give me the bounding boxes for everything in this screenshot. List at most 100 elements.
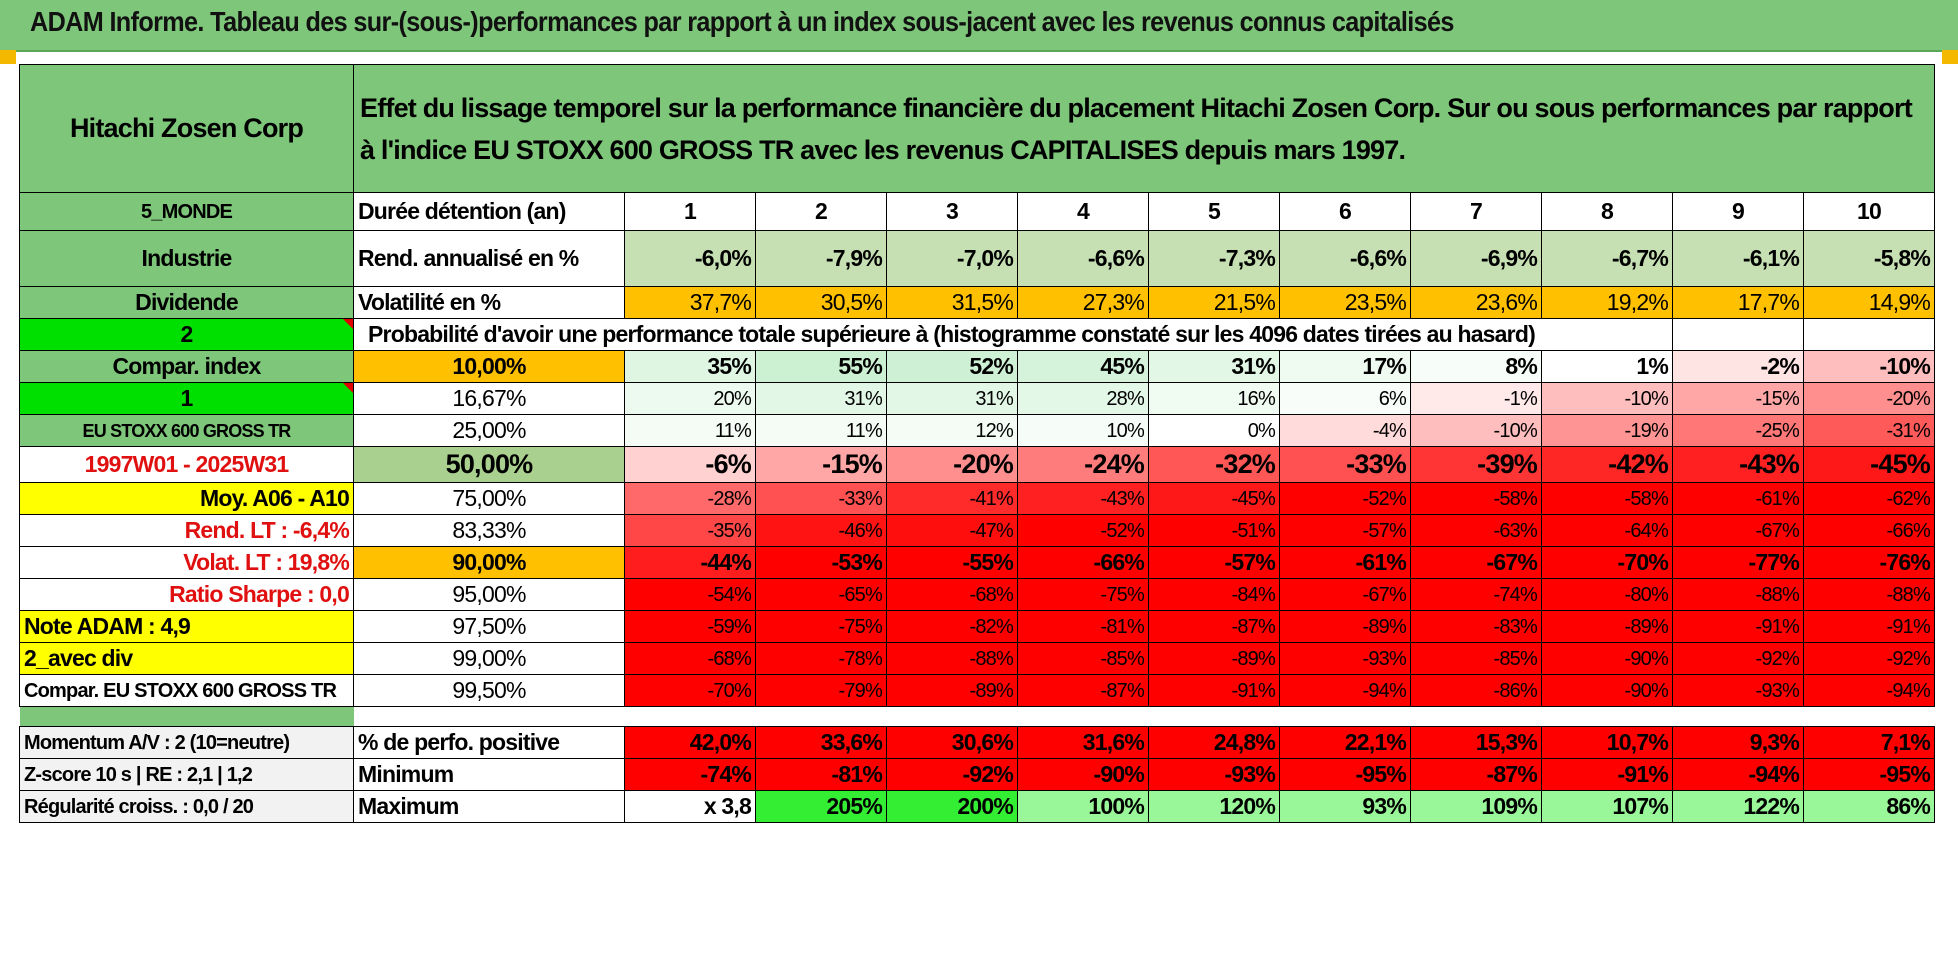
quantile-cell-y6: -67% xyxy=(1279,578,1411,611)
quantile-row: EU STOXX 600 GROSS TR 25,00% 11% 11% 12% 10% 0… xyxy=(19,414,1935,447)
quantile-cell-y8: -42% xyxy=(1541,446,1673,483)
quantile-cell-y9: -43% xyxy=(1672,446,1804,483)
quantile-cell-y3: -89% xyxy=(886,674,1018,707)
quantile-cell-y1: -59% xyxy=(624,610,756,643)
quantile-cell-y9: -93% xyxy=(1672,674,1804,707)
quantile-cell-y4: -24% xyxy=(1017,446,1149,483)
vol-y1: 37,7% xyxy=(624,286,756,319)
quantile-label: 90,00% xyxy=(353,546,625,579)
zscore-label: Z-score 10 s | RE : 2,1 | 1,2 xyxy=(19,758,354,791)
quantile-cell-y9: -25% xyxy=(1672,414,1804,447)
pos-cell-y2: 33,6% xyxy=(755,726,887,759)
rend-y10: -5,8% xyxy=(1803,230,1935,287)
selector-2[interactable]: 2 xyxy=(19,318,354,351)
duree-y1: 1 xyxy=(624,192,756,231)
quantile-cell-y5: -91% xyxy=(1148,674,1280,707)
quantile-cell-y10: -31% xyxy=(1803,414,1935,447)
selector-1[interactable]: 1 xyxy=(19,382,354,415)
quantile-cell-y6: -93% xyxy=(1279,642,1411,675)
min-cell-y4: -90% xyxy=(1017,758,1149,791)
quantile-cell-y2: -78% xyxy=(755,642,887,675)
stat-row-pos: Momentum A/V : 2 (10=neutre)% de perfo. … xyxy=(19,726,1935,759)
quantile-cell-y9: -15% xyxy=(1672,382,1804,415)
quantile-row: 1 16,67% 20% 31% 31% 28% 16% 6% -1% -10% -15% -20% xyxy=(19,382,1935,415)
quantile-cell-y4: -87% xyxy=(1017,674,1149,707)
max-cell-y9: 122% xyxy=(1672,790,1804,823)
quantile-cell-y8: -70% xyxy=(1541,546,1673,579)
quantile-row: Rend. LT : -6,4% 83,33% -35% -46% -47% -52% -5… xyxy=(19,514,1935,547)
quantile-row: 2_avec div 99,00% -68% -78% -88% -85% -89% -93%… xyxy=(19,642,1935,675)
prob-title: Probabilité d'avoir une performance tota… xyxy=(353,318,1673,351)
quantile-cell-y1: -54% xyxy=(624,578,756,611)
duree-y9: 9 xyxy=(1672,192,1804,231)
stat-row-min: Z-score 10 s | RE : 2,1 | 1,2 Minimum -74%… xyxy=(19,758,1935,791)
duree-y6: 6 xyxy=(1279,192,1411,231)
duree-y7: 7 xyxy=(1410,192,1542,231)
quantile-cell-y3: 52% xyxy=(886,350,1018,383)
quantile-cell-y3: -47% xyxy=(886,514,1018,547)
quantile-row: Compar. index 10,00% 35% 55% 52% 45% 31% 17% 8% 1… xyxy=(19,350,1935,383)
vol-y2: 30,5% xyxy=(755,286,887,319)
moy-label: Moy. A06 - A10 xyxy=(19,482,354,515)
pos-cell-y7: 15,3% xyxy=(1410,726,1542,759)
pos-cell-y10: 7,1% xyxy=(1803,726,1935,759)
max-cell-y3: 200% xyxy=(886,790,1018,823)
quantile-cell-y4: 45% xyxy=(1017,350,1149,383)
report-title: ADAM Informe. Tableau des sur-(sous-)per… xyxy=(30,6,1454,37)
quantile-cell-y1: -44% xyxy=(624,546,756,579)
max-cell-y10: 86% xyxy=(1803,790,1935,823)
rend-y8: -6,7% xyxy=(1541,230,1673,287)
max-cell-y6: 93% xyxy=(1279,790,1411,823)
quantile-cell-y3: -68% xyxy=(886,578,1018,611)
min-cell-y7: -87% xyxy=(1410,758,1542,791)
quantile-cell-y5: 16% xyxy=(1148,382,1280,415)
avec-div-label: 2_avec div xyxy=(19,642,354,675)
quantile-cell-y5: -45% xyxy=(1148,482,1280,515)
regularite-label: Régularité croiss. : 0,0 / 20 xyxy=(19,790,354,823)
max-cell-y2: 205% xyxy=(755,790,887,823)
stat-row-max: Régularité croiss. : 0,0 / 20 Maximum x 3,… xyxy=(19,790,1935,823)
quantile-cell-y2: -65% xyxy=(755,578,887,611)
quantile-cell-y3: -88% xyxy=(886,642,1018,675)
min-cell-y9: -94% xyxy=(1672,758,1804,791)
quantile-cell-y1: -28% xyxy=(624,482,756,515)
quantile-cell-y4: -85% xyxy=(1017,642,1149,675)
corner-marker xyxy=(1942,50,1958,64)
duree-y2: 2 xyxy=(755,192,887,231)
min-cell-y3: -92% xyxy=(886,758,1018,791)
vol-y4: 27,3% xyxy=(1017,286,1149,319)
sector-label: Industrie xyxy=(19,230,354,287)
duree-y5: 5 xyxy=(1148,192,1280,231)
quantile-cell-y3: -41% xyxy=(886,482,1018,515)
quantile-cell-y4: -75% xyxy=(1017,578,1149,611)
min-cell-y1: -74% xyxy=(624,758,756,791)
quantile-cell-y2: -46% xyxy=(755,514,887,547)
quantile-label: 99,00% xyxy=(353,642,625,675)
quantile-cell-y2: 11% xyxy=(755,414,887,447)
pos-cell-y4: 31,6% xyxy=(1017,726,1149,759)
quantile-cell-y2: -33% xyxy=(755,482,887,515)
quantile-cell-y4: -81% xyxy=(1017,610,1149,643)
compar-full-label: Compar. EU STOXX 600 GROSS TR xyxy=(19,674,354,707)
rend-row: Industrie Rend. annualisé en % -6,0% -7,9… xyxy=(19,230,1935,287)
spacer-green xyxy=(19,706,354,727)
quantile-cell-y1: -35% xyxy=(624,514,756,547)
quantile-cell-y6: 6% xyxy=(1279,382,1411,415)
dividend-label: Dividende xyxy=(19,286,354,319)
quantile-cell-y1: 35% xyxy=(624,350,756,383)
quantile-cell-y7: -39% xyxy=(1410,446,1542,483)
report-title-bar: ADAM Informe. Tableau des sur-(sous-)per… xyxy=(0,0,1958,52)
rend-y9: -6,1% xyxy=(1672,230,1804,287)
quantile-label: 50,00% xyxy=(353,446,625,483)
max-cell-y7: 109% xyxy=(1410,790,1542,823)
quantile-row: Compar. EU STOXX 600 GROSS TR 99,50% -70% -… xyxy=(19,674,1935,707)
quantile-cell-y10: -62% xyxy=(1803,482,1935,515)
quantile-cell-y8: -90% xyxy=(1541,674,1673,707)
quantile-cell-y10: -88% xyxy=(1803,578,1935,611)
quantile-label: 99,50% xyxy=(353,674,625,707)
quantile-cell-y9: -77% xyxy=(1672,546,1804,579)
vol-label: Volatilité en % xyxy=(353,286,625,319)
rend-y7: -6,9% xyxy=(1410,230,1542,287)
quantile-cell-y10: -91% xyxy=(1803,610,1935,643)
quantile-cell-y3: -82% xyxy=(886,610,1018,643)
